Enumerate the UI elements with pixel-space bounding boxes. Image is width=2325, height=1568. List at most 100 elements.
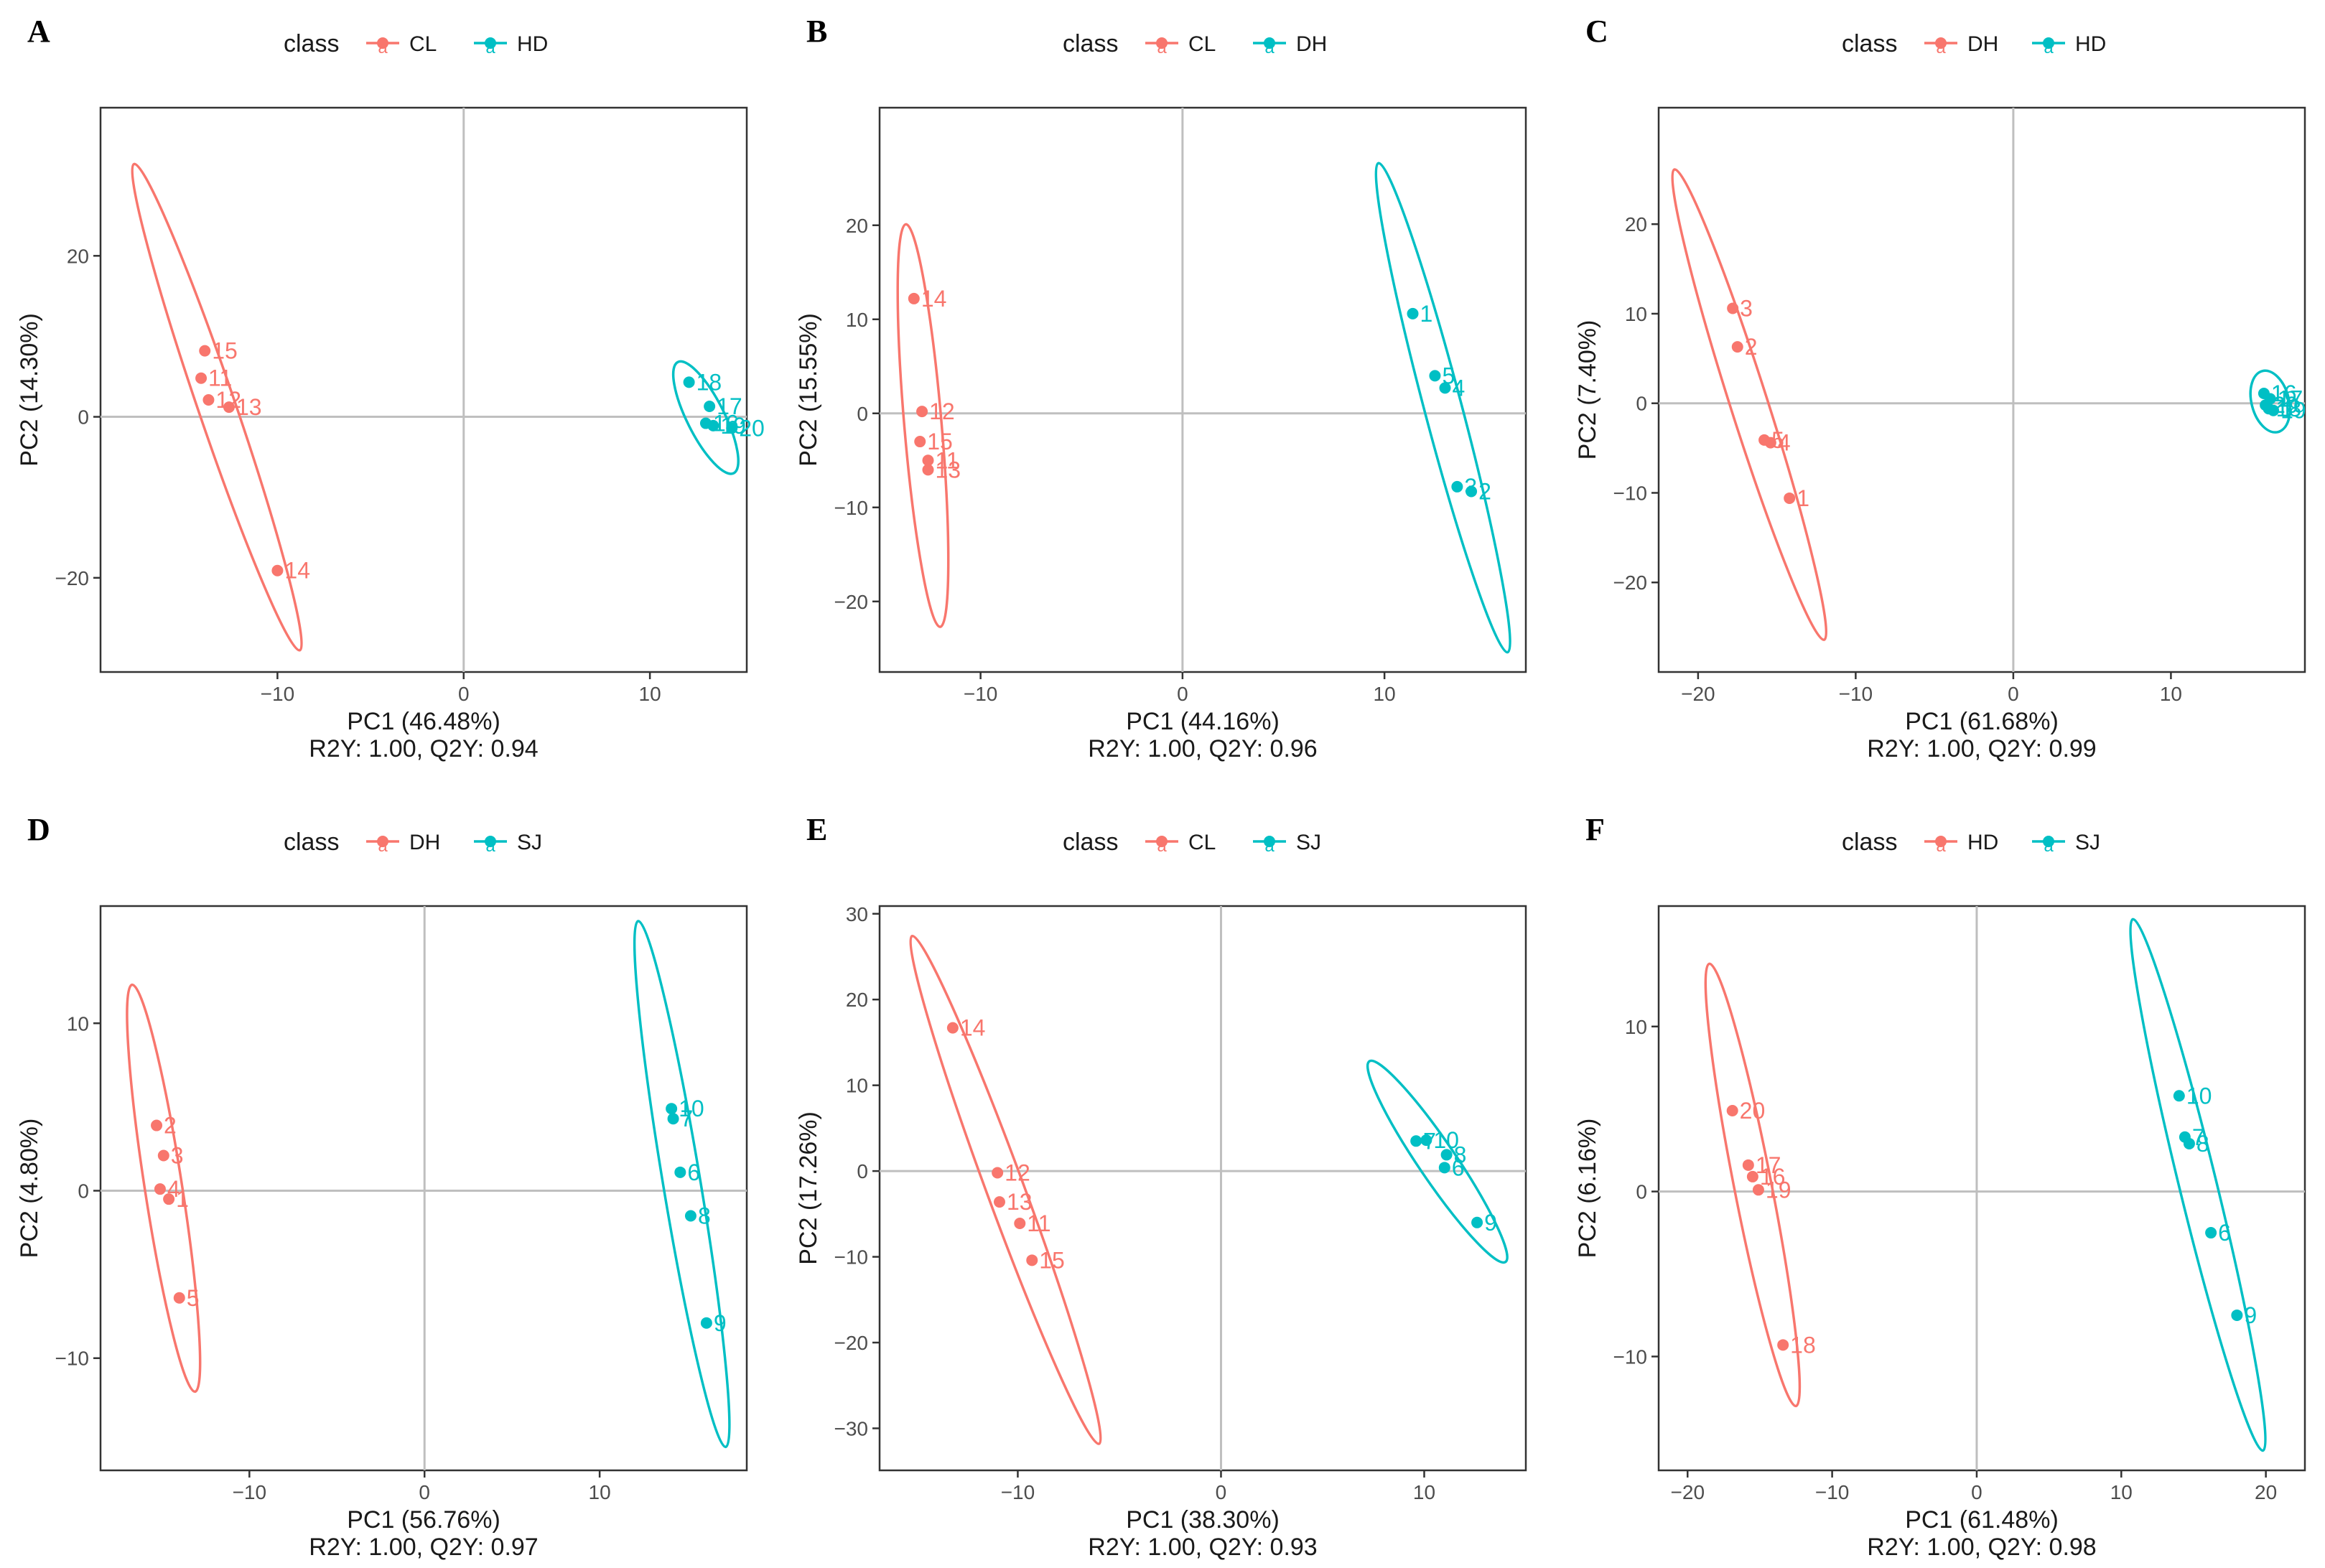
x-tick-label: −20 <box>1671 1481 1705 1503</box>
y-tick-label: 10 <box>846 309 868 331</box>
point-sj-8 <box>684 1210 696 1222</box>
point-dh-4 <box>1439 382 1451 394</box>
point-cl-15 <box>914 436 926 448</box>
point-hd-18 <box>683 376 695 388</box>
legend-key-cl: a <box>1145 37 1178 57</box>
legend-key-glyph: a <box>378 836 388 856</box>
legend-title: class <box>1063 829 1118 856</box>
point-cl-12 <box>992 1167 1004 1179</box>
legend-key-hd: a <box>474 37 507 57</box>
point-hd-18 <box>2263 403 2275 415</box>
panel-c-plot-area <box>1657 106 2306 673</box>
point-cl-15 <box>1026 1254 1038 1266</box>
x-tick-label: 0 <box>1971 1481 1982 1503</box>
point-label-9: 9 <box>2244 1302 2257 1328</box>
legend-key-dh: a <box>1924 37 1957 57</box>
legend-key-glyph: a <box>2044 836 2054 856</box>
legend-label-dh: DH <box>1296 32 1327 56</box>
panel-e-legend: class a CL a SJ <box>1063 829 1321 856</box>
point-cl-15 <box>199 345 211 357</box>
ellipse-dh <box>1374 162 1511 654</box>
x-tick-label: 10 <box>639 683 661 705</box>
panel-e-y-axis-title: PC2 (17.26%) <box>795 1111 822 1265</box>
point-label-16: 16 <box>1760 1164 1786 1190</box>
legend-key-dot <box>1156 836 1168 847</box>
legend-key-glyph: a <box>485 836 495 856</box>
point-sj-10 <box>2173 1090 2185 1102</box>
panel-c-legend: class a DH a HD <box>1842 30 2106 57</box>
panel-e-model-stats: R2Y: 1.00, Q2Y: 0.93 <box>1088 1534 1317 1561</box>
panel-f-model-stats: R2Y: 1.00, Q2Y: 0.98 <box>1867 1534 2096 1561</box>
point-label-17: 17 <box>717 393 742 419</box>
ellipse-sj <box>633 920 731 1449</box>
point-cl-12 <box>916 406 928 418</box>
point-label-4: 4 <box>1453 375 1466 401</box>
y-tick-label: 20 <box>846 989 868 1011</box>
panel-b-model-stats: R2Y: 1.00, Q2Y: 0.96 <box>1088 735 1317 762</box>
x-tick-label: −10 <box>1001 1481 1035 1503</box>
panel-b-plot-area <box>878 106 1527 673</box>
x-tick-label: −20 <box>1681 683 1715 705</box>
ellipse-hd <box>1704 962 1802 1408</box>
legend-title: class <box>1842 829 1897 856</box>
legend-key-dot <box>1156 37 1168 49</box>
x-tick-label: 10 <box>2160 683 2182 705</box>
legend-key-glyph: a <box>2044 38 2054 57</box>
panel-c-model-stats: R2Y: 1.00, Q2Y: 0.99 <box>1867 735 2096 762</box>
y-tick-label: −10 <box>834 497 869 519</box>
point-dh-4 <box>154 1183 166 1195</box>
legend-key-glyph: a <box>1264 38 1275 57</box>
panel-a-legend: class a CL a HD <box>284 30 548 57</box>
point-hd-16 <box>1746 1170 1758 1182</box>
point-sj-9 <box>700 1317 712 1329</box>
point-label-11: 11 <box>936 447 959 473</box>
panel-e-letter: E <box>806 812 827 847</box>
legend-key-sj: a <box>474 836 507 856</box>
legend-key-dot <box>485 836 496 847</box>
legend-key-dot <box>2043 836 2054 847</box>
point-label-7: 7 <box>681 1106 694 1131</box>
point-cl-14 <box>946 1022 959 1034</box>
y-tick-label: −10 <box>55 1348 90 1370</box>
panel-c-letter: C <box>1585 14 1608 49</box>
point-dh-1 <box>1407 307 1419 319</box>
point-label-12: 12 <box>929 398 955 424</box>
point-label-7: 7 <box>2192 1124 2205 1150</box>
panel-a-letter: A <box>27 14 50 49</box>
legend-label-dh: DH <box>1967 32 1998 56</box>
point-label-19: 19 <box>1766 1177 1791 1203</box>
point-label-5: 5 <box>1442 363 1455 388</box>
legend-key-dot <box>2043 37 2054 49</box>
x-tick-label: −10 <box>1815 1481 1850 1503</box>
point-label-14: 14 <box>960 1015 986 1041</box>
panel-d-x-axis-title: PC1 (56.76%) <box>347 1506 500 1534</box>
y-tick-label: 10 <box>1625 303 1647 325</box>
panel-c-y-axis-title: PC2 (7.40%) <box>1574 320 1601 460</box>
point-label-14: 14 <box>921 286 947 312</box>
x-tick-label: 10 <box>2110 1481 2133 1503</box>
point-label-8: 8 <box>1454 1142 1467 1167</box>
y-tick-label: −20 <box>834 591 869 613</box>
point-label-1: 1 <box>176 1186 189 1212</box>
ellipse-cl <box>896 223 950 628</box>
panel-f-letter: F <box>1585 812 1605 847</box>
point-dh-1 <box>163 1193 175 1205</box>
point-hd-18 <box>1777 1339 1789 1351</box>
panel-a-y-axis-title: PC2 (14.30%) <box>16 313 43 467</box>
y-tick-label: 20 <box>67 245 89 267</box>
legend-label-hd: HD <box>517 32 548 56</box>
panel-d-letter: D <box>27 812 50 847</box>
y-tick-label: 0 <box>857 403 868 425</box>
legend-key-dh: a <box>366 836 399 856</box>
point-cl-11 <box>195 372 208 384</box>
legend-key-glyph: a <box>1264 836 1275 856</box>
point-label-10: 10 <box>2186 1083 2212 1109</box>
point-label-3: 3 <box>1740 295 1753 321</box>
legend-title: class <box>284 829 339 856</box>
legend-key-hd: a <box>2032 37 2065 57</box>
point-dh-2 <box>1466 485 1478 498</box>
y-tick-label: 0 <box>857 1160 868 1182</box>
panel-d-y-axis-title: PC2 (4.80%) <box>16 1119 43 1259</box>
point-sj-6 <box>674 1166 686 1178</box>
